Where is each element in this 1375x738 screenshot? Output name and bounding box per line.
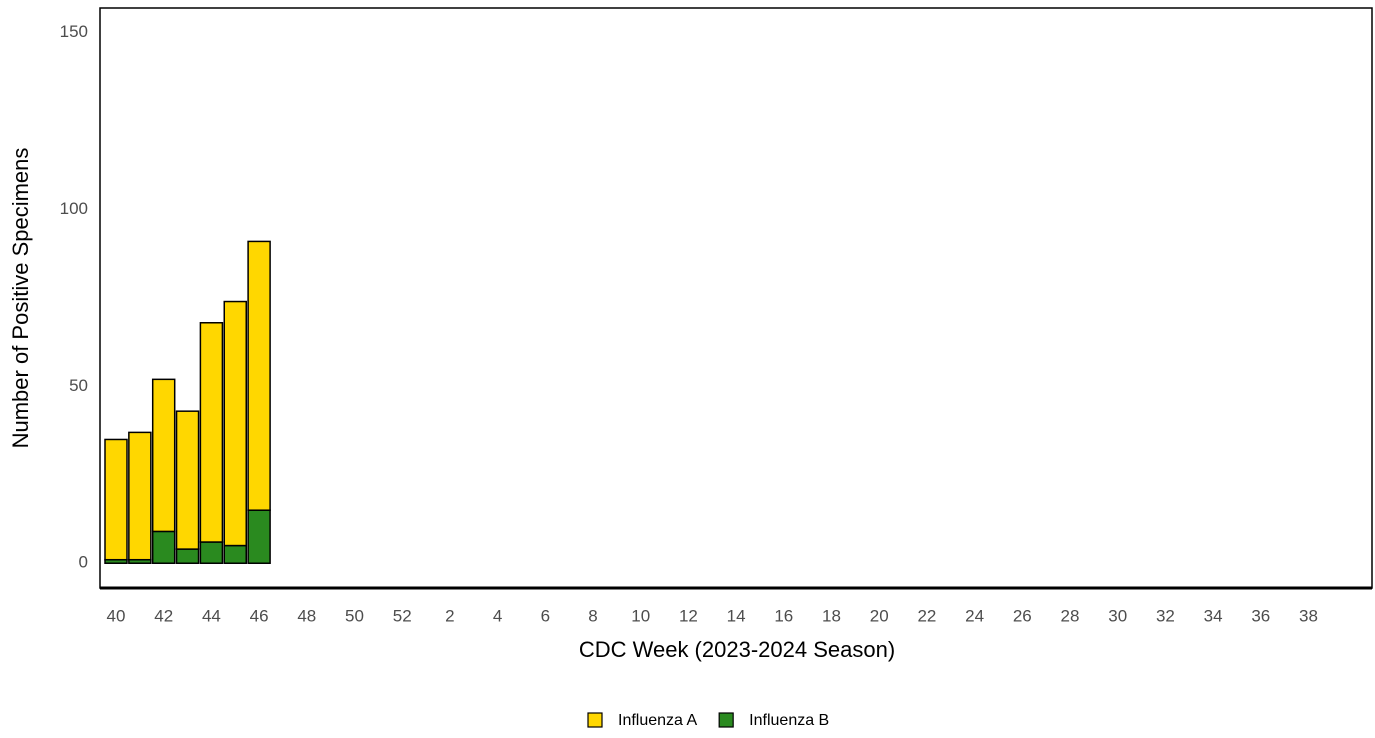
x-tick-label: 46 <box>250 606 269 625</box>
x-tick-label: 24 <box>965 606 984 625</box>
x-tick-label: 32 <box>1156 606 1175 625</box>
bar-segment <box>104 438 128 561</box>
x-tick-label: 2 <box>445 606 454 625</box>
y-tick-label: 100 <box>60 199 88 218</box>
bar-segment <box>128 431 152 561</box>
legend-swatch <box>718 712 734 728</box>
x-tick-label: 12 <box>679 606 698 625</box>
legend-swatch <box>587 712 603 728</box>
bar-segment <box>151 378 176 533</box>
x-tick-label: 40 <box>107 606 126 625</box>
bar-segment <box>199 322 224 543</box>
x-tick-label: 18 <box>822 606 841 625</box>
x-tick-label: 50 <box>345 606 364 625</box>
x-tick-label: 42 <box>154 606 173 625</box>
x-tick-label: 26 <box>1013 606 1032 625</box>
x-tick-label: 8 <box>588 606 597 625</box>
x-axis-title: CDC Week (2023-2024 Season) <box>579 637 895 662</box>
x-tick-label: 52 <box>393 606 412 625</box>
x-tick-label: 34 <box>1204 606 1223 625</box>
y-tick-label: 50 <box>69 376 88 395</box>
plot-frame <box>99 7 1373 589</box>
legend-label: Influenza B <box>749 712 829 729</box>
x-tick-label: 10 <box>631 606 650 625</box>
bar-segment <box>247 509 271 564</box>
bar-segment <box>223 300 247 547</box>
y-tick-label: 150 <box>60 22 88 41</box>
x-tick-label: 22 <box>917 606 936 625</box>
legend-label: Influenza A <box>618 712 698 729</box>
x-tick-label: 48 <box>297 606 316 625</box>
bar-segment <box>175 410 200 550</box>
bar-segment <box>223 544 247 564</box>
x-tick-label: 28 <box>1061 606 1080 625</box>
x-tick-label: 44 <box>202 606 221 625</box>
y-axis-title: Number of Positive Specimens <box>8 148 33 449</box>
x-tick-label: 30 <box>1108 606 1127 625</box>
x-tick-label: 16 <box>774 606 793 625</box>
bar-segment <box>175 548 200 564</box>
x-tick-label: 6 <box>541 606 550 625</box>
x-tick-label: 36 <box>1251 606 1270 625</box>
bar-segment <box>151 530 176 564</box>
x-tick-label: 14 <box>727 606 746 625</box>
bar-segment <box>199 541 224 564</box>
x-tick-label: 4 <box>493 606 502 625</box>
bar-segment <box>247 240 271 511</box>
x-tick-label: 20 <box>870 606 889 625</box>
x-tick-label: 38 <box>1299 606 1318 625</box>
y-tick-label: 0 <box>79 553 88 572</box>
